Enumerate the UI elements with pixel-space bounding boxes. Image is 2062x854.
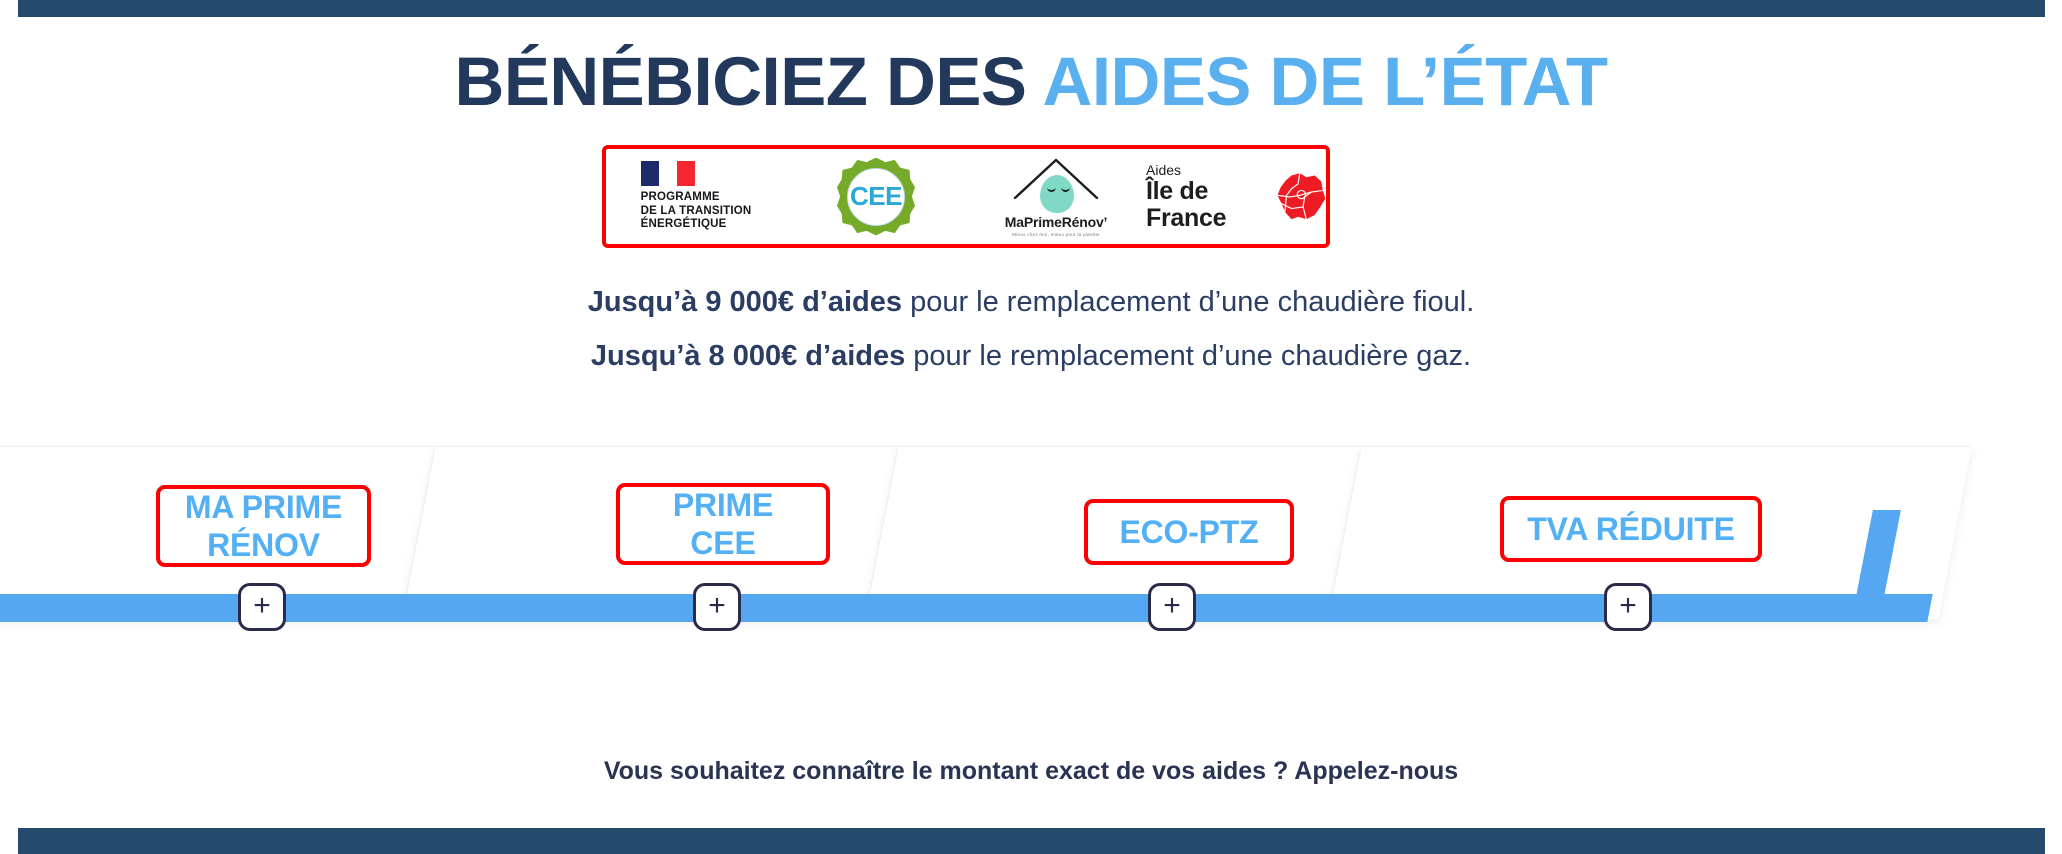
partner-logo-band: PROGRAMME DE LA TRANSITION ÉNERGÉTIQUE C… <box>602 145 1330 248</box>
logo-programme-transition-energetique: PROGRAMME DE LA TRANSITION ÉNERGÉTIQUE <box>606 149 786 244</box>
cee-label: CEE <box>847 167 905 226</box>
expand-button-prime-cee[interactable]: + <box>693 583 741 631</box>
page-title: BÉNÉBICIEZ DES AIDES DE L’ÉTAT <box>0 42 2062 121</box>
french-flag-icon <box>640 161 695 187</box>
aid-card-prime-cee[interactable]: PRIME CEE <box>616 483 830 565</box>
aid-card-1-line2: RÉNOV <box>207 527 320 563</box>
logo-cee: CEE <box>786 149 966 244</box>
aid-card-1-line1: MA PRIME <box>184 489 343 525</box>
subline-fioul-rest: pour le remplacement d’une chaudière fio… <box>902 286 1475 318</box>
renov-blob-icon <box>1040 174 1074 213</box>
subline-gaz-amount: Jusqu’à 8 000€ d’aides <box>590 340 906 372</box>
idf-label-big: Île de France <box>1146 176 1227 232</box>
page-title-part-light: AIDES DE L’ÉTAT <box>1042 43 1608 120</box>
aid-card-4-line1: TVA RÉDUITE <box>1527 511 1735 547</box>
aid-card-ma-prime-renov[interactable]: MA PRIME RÉNOV <box>156 485 371 567</box>
subline-fioul: Jusqu’à 9 000€ d’aides pour le remplacem… <box>0 286 2062 319</box>
pte-line-2: DE LA TRANSITION <box>640 204 752 217</box>
house-roof-icon <box>1013 158 1099 199</box>
bottom-navy-bar <box>18 828 2045 854</box>
renov-eye-left-icon <box>1047 185 1056 192</box>
top-navy-bar <box>18 0 2045 17</box>
renov-eye-right-icon <box>1061 185 1070 192</box>
aid-card-eco-ptz[interactable]: ECO-PTZ <box>1084 499 1294 565</box>
logo-aides-ile-de-france: Aides Île de France <box>1146 149 1326 244</box>
expand-button-eco-ptz[interactable]: + <box>1148 583 1196 631</box>
aid-card-2-line2: CEE <box>690 525 756 561</box>
ile-de-france-map-icon <box>1277 172 1326 219</box>
subline-gaz-rest: pour le remplacement d’une chaudière gaz… <box>905 340 1472 372</box>
aid-card-tva-reduite[interactable]: TVA RÉDUITE <box>1500 496 1762 562</box>
maprimerenov-label: MaPrimeRénov’ <box>1004 213 1108 230</box>
idf-label-small: Aides <box>1146 161 1182 178</box>
expand-button-ma-prime-renov[interactable]: + <box>238 583 286 631</box>
aid-card-3-line1: ECO-PTZ <box>1119 514 1259 550</box>
logo-maprimerenov: MaPrimeRénov’ Mieux chez moi, mieux pour… <box>966 149 1146 244</box>
aid-card-2-line1: PRIME <box>672 487 774 523</box>
expand-button-tva-reduite[interactable]: + <box>1604 583 1652 631</box>
footer-call-prompt: Vous souhaitez connaître le montant exac… <box>603 757 1459 785</box>
maprimerenov-tagline: Mieux chez moi, mieux pour la planète <box>1012 231 1100 237</box>
subline-gaz: Jusqu’à 8 000€ d’aides pour le remplacem… <box>0 340 2062 373</box>
subline-fioul-amount: Jusqu’à 9 000€ d’aides <box>587 286 903 318</box>
pte-line-3: ÉNERGÉTIQUE <box>640 218 727 231</box>
aids-ribbon: MA PRIME RÉNOV PRIME CEE ECO-PTZ TVA RÉD… <box>0 430 2062 650</box>
pte-line-1: PROGRAMME <box>640 191 720 204</box>
page-title-part-dark: BÉNÉBICIEZ DES <box>454 43 1043 120</box>
